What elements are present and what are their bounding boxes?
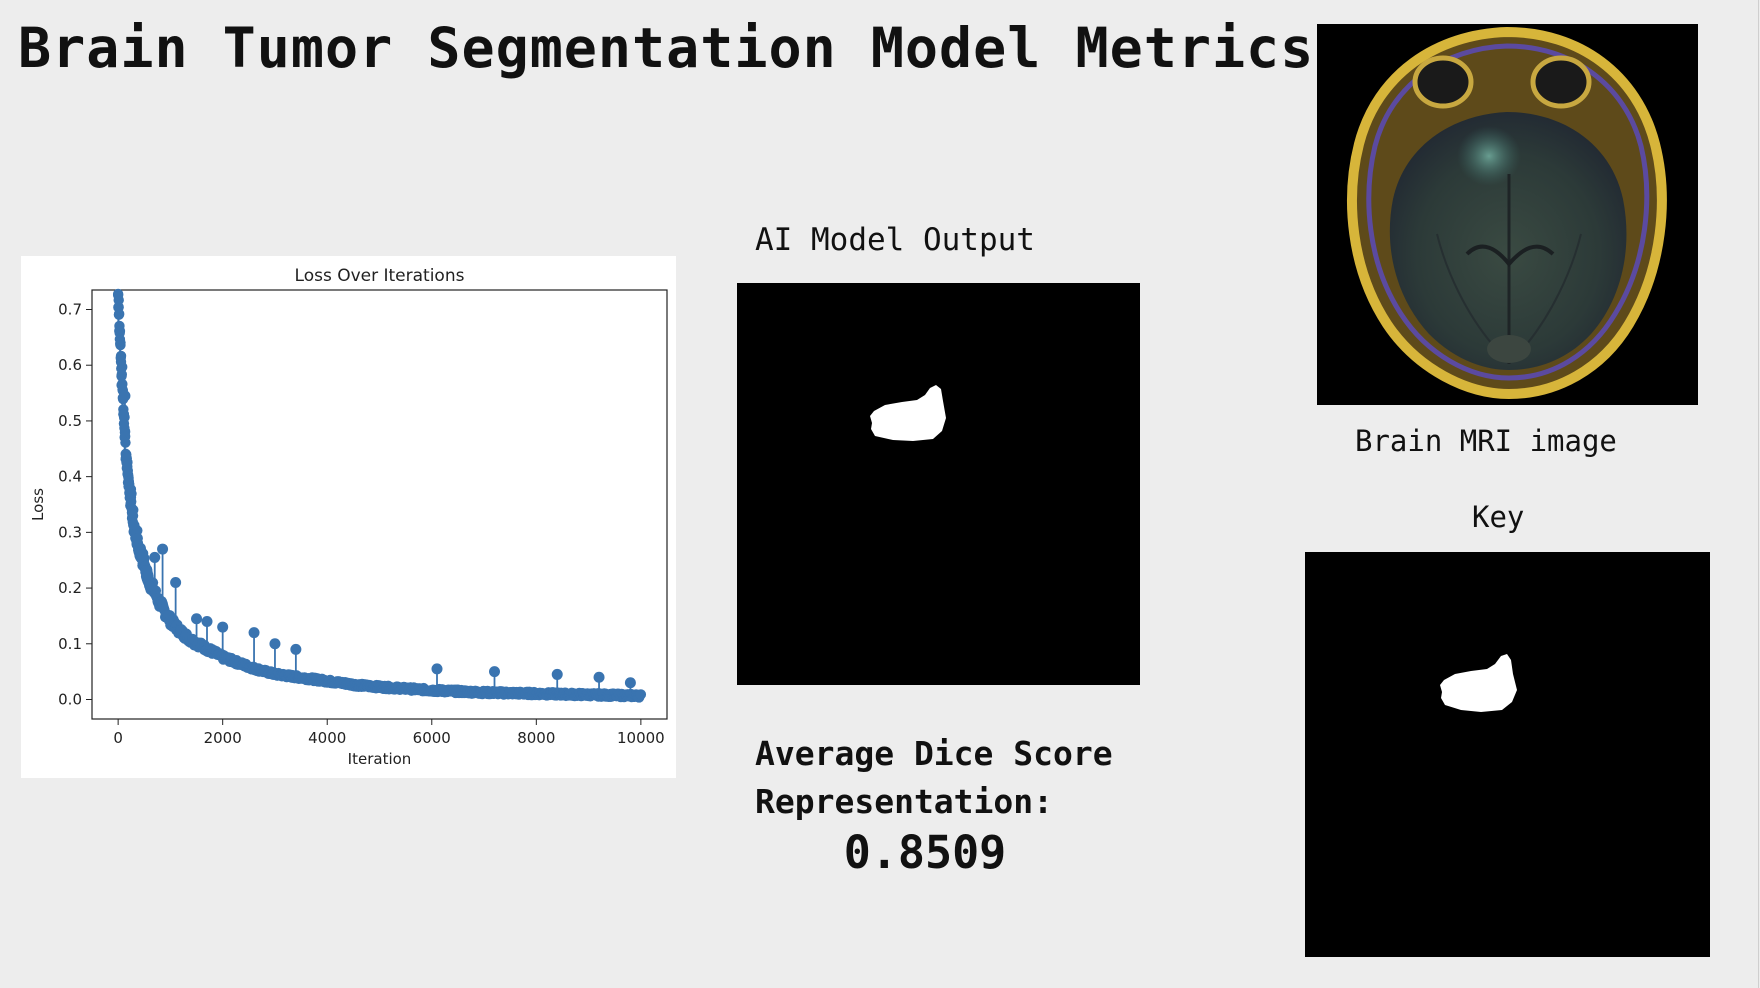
model-output-mask bbox=[737, 283, 1140, 685]
y-tick-label: 0.5 bbox=[58, 412, 82, 430]
outlier-point bbox=[248, 627, 260, 639]
slide-title: Brain Tumor Segmentation Model Metrics bbox=[18, 16, 1315, 80]
dice-score-label-line2: Representation: bbox=[755, 782, 1054, 821]
loss-chart: Loss Over Iterations Iteration Loss 0 2000 40… bbox=[29, 266, 668, 768]
x-tick-label: 2000 bbox=[204, 729, 242, 747]
loss-series bbox=[112, 288, 647, 703]
outlier-point bbox=[269, 638, 281, 650]
mri-image-caption: Brain MRI image bbox=[1355, 424, 1617, 458]
predicted-tumor-region bbox=[870, 385, 946, 441]
x-axis-label: Iteration bbox=[348, 750, 412, 768]
outlier-point bbox=[551, 668, 563, 680]
outlier-point bbox=[489, 666, 500, 678]
loss-point bbox=[113, 308, 125, 320]
slide-edge bbox=[1758, 0, 1759, 988]
y-tick-label: 0.2 bbox=[58, 579, 82, 597]
x-tick-label: 4000 bbox=[308, 729, 346, 747]
plot-frame bbox=[91, 289, 668, 720]
loss-point bbox=[635, 689, 647, 700]
loss-point bbox=[115, 337, 126, 348]
left-eye-socket bbox=[1412, 55, 1474, 109]
chart-title: Loss Over Iterations bbox=[295, 266, 465, 286]
y-tick-label: 0.1 bbox=[58, 635, 82, 653]
outlier-point bbox=[157, 543, 169, 555]
outlier-point bbox=[431, 663, 443, 675]
loss-point bbox=[144, 580, 155, 592]
loss-point bbox=[127, 510, 139, 521]
loss-point bbox=[132, 533, 143, 544]
right-eye-socket bbox=[1530, 55, 1592, 109]
loss-point bbox=[114, 325, 126, 337]
outlier-point bbox=[170, 577, 182, 588]
tumor-highlight bbox=[1457, 126, 1521, 186]
y-axis-label: Loss bbox=[29, 488, 47, 521]
key-mask bbox=[1305, 552, 1710, 957]
loss-chart-card: Loss Over Iterations Iteration Loss 0 2000 40… bbox=[21, 256, 676, 778]
outlier-point bbox=[290, 643, 302, 655]
x-tick-label: 0 bbox=[113, 729, 123, 747]
dice-score-label-line1: Average Dice Score bbox=[755, 734, 1113, 773]
outlier-point bbox=[149, 551, 161, 563]
loss-point bbox=[120, 437, 131, 448]
outlier-point bbox=[201, 616, 213, 627]
x-tick-label: 10000 bbox=[617, 729, 665, 747]
outlier-point bbox=[119, 390, 131, 402]
y-tick-label: 0.7 bbox=[58, 301, 82, 319]
key-label: Key bbox=[1472, 500, 1525, 534]
y-tick-label: 0.4 bbox=[58, 468, 82, 486]
x-tick-label: 6000 bbox=[413, 729, 451, 747]
brain-mri-image bbox=[1317, 24, 1698, 405]
outlier-point bbox=[191, 613, 203, 625]
y-tick-label: 0.6 bbox=[58, 356, 82, 374]
outlier-point bbox=[593, 671, 605, 683]
x-tick-label: 8000 bbox=[517, 729, 555, 747]
dice-score-value: 0.8509 bbox=[843, 826, 1007, 879]
outlier-point bbox=[624, 677, 636, 689]
ground-truth-tumor-region bbox=[1440, 654, 1517, 712]
model-output-label: AI Model Output bbox=[755, 222, 1035, 258]
dice-score-label: Average Dice Score Representation: bbox=[755, 730, 1113, 826]
outlier-point bbox=[217, 621, 229, 633]
y-tick-label: 0.0 bbox=[58, 691, 82, 709]
loss-point bbox=[116, 369, 127, 380]
y-tick-label: 0.3 bbox=[58, 523, 82, 541]
loss-point bbox=[112, 289, 124, 301]
